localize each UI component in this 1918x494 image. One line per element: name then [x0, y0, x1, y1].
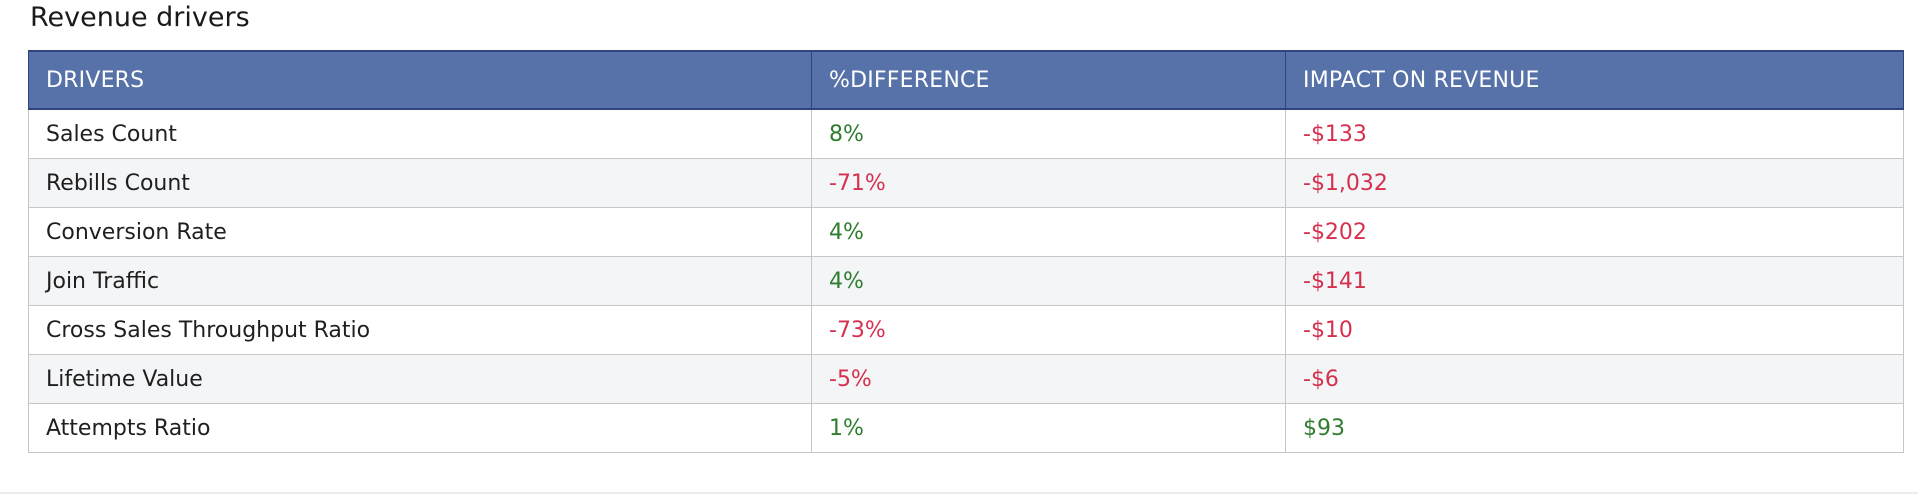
impact-cell: -$6 [1285, 354, 1904, 404]
driver-cell: Join Traffic [28, 256, 812, 306]
difference-cell: -73% [811, 305, 1286, 355]
impact-cell: -$141 [1285, 256, 1904, 306]
impact-cell: -$133 [1285, 108, 1904, 159]
table-row: Conversion Rate 4% -$202 [28, 207, 1904, 257]
column-header-impact[interactable]: IMPACT ON REVENUE [1285, 50, 1904, 110]
panel-title: Revenue drivers [30, 2, 250, 33]
driver-cell: Rebills Count [28, 158, 812, 208]
impact-cell: -$1,032 [1285, 158, 1904, 208]
driver-cell: Lifetime Value [28, 354, 812, 404]
driver-cell: Sales Count [28, 108, 812, 159]
table-row: Lifetime Value -5% -$6 [28, 354, 1904, 404]
difference-cell: 1% [811, 403, 1286, 453]
table-row: Join Traffic 4% -$141 [28, 256, 1904, 306]
table-row: Attempts Ratio 1% $93 [28, 403, 1904, 453]
driver-cell: Conversion Rate [28, 207, 812, 257]
impact-cell: -$10 [1285, 305, 1904, 355]
difference-cell: -5% [811, 354, 1286, 404]
difference-cell: 8% [811, 108, 1286, 159]
table-row: Rebills Count -71% -$1,032 [28, 158, 1904, 208]
difference-cell: 4% [811, 256, 1286, 306]
table-row: Cross Sales Throughput Ratio -73% -$10 [28, 305, 1904, 355]
impact-cell: -$202 [1285, 207, 1904, 257]
table-header-row: DRIVERS %DIFFERENCE IMPACT ON REVENUE [28, 50, 1904, 110]
revenue-drivers-table: DRIVERS %DIFFERENCE IMPACT ON REVENUE Sa… [28, 50, 1904, 453]
impact-cell: $93 [1285, 403, 1904, 453]
column-header-drivers[interactable]: DRIVERS [28, 50, 812, 110]
table-row: Sales Count 8% -$133 [28, 108, 1904, 159]
driver-cell: Attempts Ratio [28, 403, 812, 453]
difference-cell: -71% [811, 158, 1286, 208]
driver-cell: Cross Sales Throughput Ratio [28, 305, 812, 355]
column-header-difference[interactable]: %DIFFERENCE [811, 50, 1286, 110]
difference-cell: 4% [811, 207, 1286, 257]
